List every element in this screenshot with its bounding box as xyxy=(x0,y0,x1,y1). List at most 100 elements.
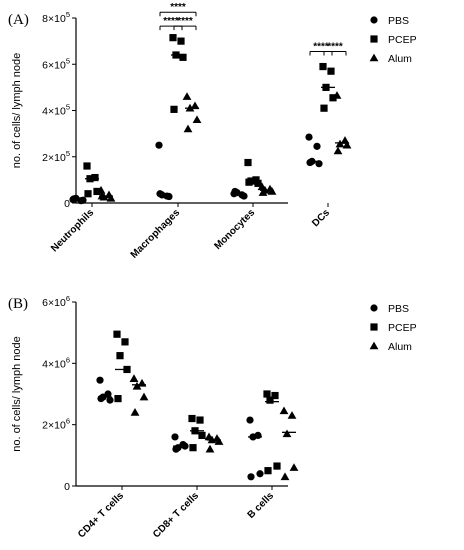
data-point xyxy=(188,414,196,423)
x-tick-label: Monocytes xyxy=(212,207,257,252)
data-point xyxy=(305,133,313,141)
legend-label: PCEP xyxy=(388,34,417,46)
y-tick-exponent: 5 xyxy=(66,10,70,19)
data-point xyxy=(156,190,164,198)
data-point xyxy=(198,431,206,439)
legend-label: Alum xyxy=(388,341,412,353)
x-tick-label: CD8+ T cells xyxy=(151,490,201,540)
data-point xyxy=(258,188,268,196)
y-tick-exponent: 5 xyxy=(66,56,70,65)
data-point xyxy=(91,173,99,182)
series-pbs xyxy=(96,376,264,481)
data-point xyxy=(182,92,192,100)
data-point xyxy=(329,94,337,102)
chart-panel-2: (B) 0 2×106 4×106 6×106 no. of cells/ lymph n… xyxy=(8,294,417,540)
y-axis-label: no. of cells/ lymph node xyxy=(11,336,23,452)
series-pcep xyxy=(83,34,337,198)
data-point xyxy=(289,463,299,471)
data-point xyxy=(96,185,106,194)
data-point xyxy=(113,330,121,338)
panel-label: (B) xyxy=(8,296,28,312)
data-point xyxy=(129,374,139,382)
data-point xyxy=(271,391,279,400)
data-point xyxy=(155,141,163,149)
data-point xyxy=(205,444,215,453)
data-point xyxy=(320,104,328,112)
legend-marker xyxy=(369,53,379,62)
data-point xyxy=(263,390,271,398)
data-point xyxy=(139,392,149,401)
legend-marker xyxy=(370,16,378,24)
data-point xyxy=(171,433,179,441)
y-tick-exponent: 5 xyxy=(66,149,70,158)
y-tick-label: 4×105 xyxy=(42,103,70,118)
data-point xyxy=(170,105,178,113)
data-point xyxy=(332,91,342,99)
x-tick-label: Macrophages xyxy=(129,207,183,261)
data-point xyxy=(130,408,140,416)
data-point xyxy=(179,53,187,61)
data-point xyxy=(287,411,297,419)
y-tick-label: 2×105 xyxy=(42,149,70,164)
y-tick-label: 6×105 xyxy=(42,56,70,71)
panel-label: (A) xyxy=(8,12,29,28)
data-point xyxy=(247,473,255,481)
y-tick-label: 4×106 xyxy=(42,355,70,370)
significance-label: **** xyxy=(327,42,343,53)
data-point xyxy=(333,146,343,155)
legend-label: PBS xyxy=(388,15,409,27)
data-point xyxy=(245,178,253,186)
data-point xyxy=(264,467,272,475)
data-point xyxy=(273,462,281,470)
data-point xyxy=(172,445,180,453)
data-point xyxy=(282,429,292,438)
x-tick-label: DCs xyxy=(310,207,332,229)
data-point xyxy=(97,395,105,403)
x-tick-label: Neutrophils xyxy=(49,207,96,254)
data-point xyxy=(254,179,262,187)
y-axis-label: no. of cells/ lymph node xyxy=(11,53,23,169)
data-point xyxy=(244,158,252,167)
legend-marker xyxy=(369,341,379,350)
data-point xyxy=(83,162,91,170)
series-alum xyxy=(96,91,352,202)
legend-label: PBS xyxy=(388,303,409,315)
data-point xyxy=(196,416,204,424)
y-tick-label: 2×106 xyxy=(42,417,70,432)
y-tick-label: 6×106 xyxy=(42,294,70,309)
data-point xyxy=(70,195,78,203)
y-tick-exponent: 6 xyxy=(66,417,70,426)
data-point xyxy=(313,142,321,150)
data-point xyxy=(246,416,254,424)
data-point xyxy=(132,381,142,390)
legend-label: PCEP xyxy=(388,322,417,334)
data-point xyxy=(280,472,290,481)
data-point xyxy=(96,376,104,384)
legend-label: Alum xyxy=(388,53,412,65)
data-point xyxy=(121,338,129,346)
y-tick-exponent: 5 xyxy=(66,103,70,112)
data-point xyxy=(327,67,335,75)
y-tick-exponent: 6 xyxy=(66,294,70,303)
data-point xyxy=(190,101,200,110)
y-tick-label: 0 xyxy=(64,198,70,210)
data-point xyxy=(169,34,177,42)
data-point xyxy=(319,62,327,71)
x-tick-label: CD4+ T cells xyxy=(76,490,126,540)
data-point xyxy=(266,396,274,404)
significance-label: **** xyxy=(313,42,329,53)
data-point xyxy=(79,196,87,204)
data-point xyxy=(106,193,116,202)
data-point xyxy=(279,406,289,415)
series-pbs xyxy=(69,133,323,205)
y-tick-exponent: 6 xyxy=(66,355,70,364)
data-point xyxy=(306,158,314,167)
legend-marker xyxy=(370,35,378,43)
legend-marker xyxy=(370,304,378,312)
series-alum xyxy=(129,374,299,481)
significance-label: **** xyxy=(170,2,186,13)
x-tick-label: B cells xyxy=(246,490,277,521)
significance-label: **** xyxy=(163,16,179,27)
data-point xyxy=(192,115,202,124)
